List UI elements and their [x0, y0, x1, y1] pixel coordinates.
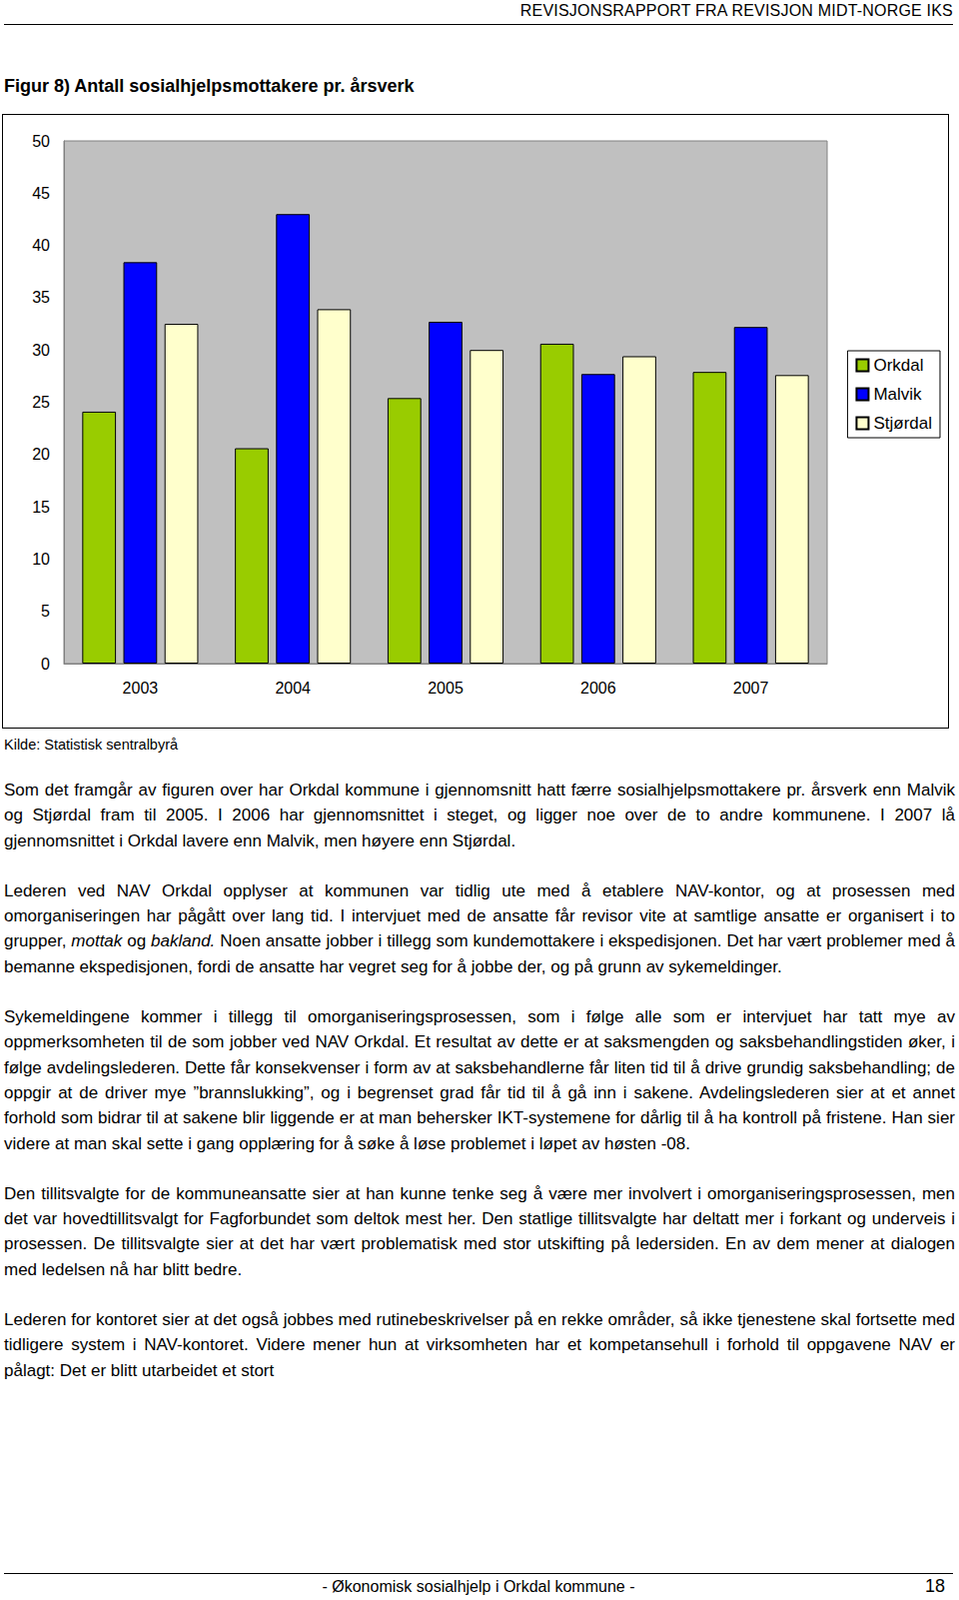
- html-text:- Økonomisk sosialhjelp i Orkd: - Økonomisk sosialhjelp i Orkdal kommune…: [322, 1577, 635, 1595]
- svg-text:2003: 2003: [122, 679, 159, 697]
- svg-text:30: 30: [31, 341, 50, 359]
- html-text:REVISJONSRAPPORT FRA REVISJON: REVISJONSRAPPORT FRA REVISJON MIDT-NORGE…: [520, 1, 954, 19]
- html-text:Lederen for kontoret sier at d: Lederen for kontoret sier at det også jo…: [3, 1309, 956, 1380]
- svg-text:2004: 2004: [274, 679, 311, 697]
- svg-text:Malvik: Malvik: [873, 384, 923, 404]
- html-text:Kilde: Statistisk sentralbyrå: Kilde: Statistisk sentralbyrå: [3, 736, 178, 753]
- html-text:Sykemeldingene kommer i tilleg: Sykemeldingene kommer i tillegg til omor…: [3, 1007, 956, 1153]
- svg-text:5: 5: [40, 602, 50, 620]
- svg-text:2007: 2007: [733, 679, 770, 697]
- svg-text:50: 50: [31, 132, 50, 150]
- svg-text:0: 0: [40, 655, 50, 673]
- svg-text:35: 35: [31, 288, 50, 306]
- svg-text:45: 45: [31, 184, 50, 202]
- svg-text:Stjørdal: Stjørdal: [873, 413, 933, 433]
- html-text:Den tillitsvalgte for de kommu: Den tillitsvalgte for de kommuneansatte …: [3, 1183, 956, 1279]
- html-text:Lederen ved NAV Orkdal opplyse: Lederen ved NAV Orkdal opplyser at kommu…: [3, 880, 956, 976]
- html-text:18: 18: [925, 1575, 946, 1596]
- svg-text:40: 40: [31, 236, 50, 254]
- svg-text:2006: 2006: [580, 679, 617, 697]
- html-text:Som det framgår av figuren ove: Som det framgår av figuren over har Orkd…: [3, 780, 956, 850]
- html-text:Figur 8) Antall sosialhjelpsmo: Figur 8) Antall sosialhjelpsmottakere pr…: [3, 75, 415, 96]
- svg-text:20: 20: [31, 445, 50, 463]
- svg-text:15: 15: [31, 498, 50, 516]
- svg-text:10: 10: [31, 550, 50, 568]
- svg-text:2005: 2005: [427, 679, 464, 697]
- svg-text:25: 25: [31, 393, 50, 411]
- svg-text:Orkdal: Orkdal: [873, 355, 924, 375]
